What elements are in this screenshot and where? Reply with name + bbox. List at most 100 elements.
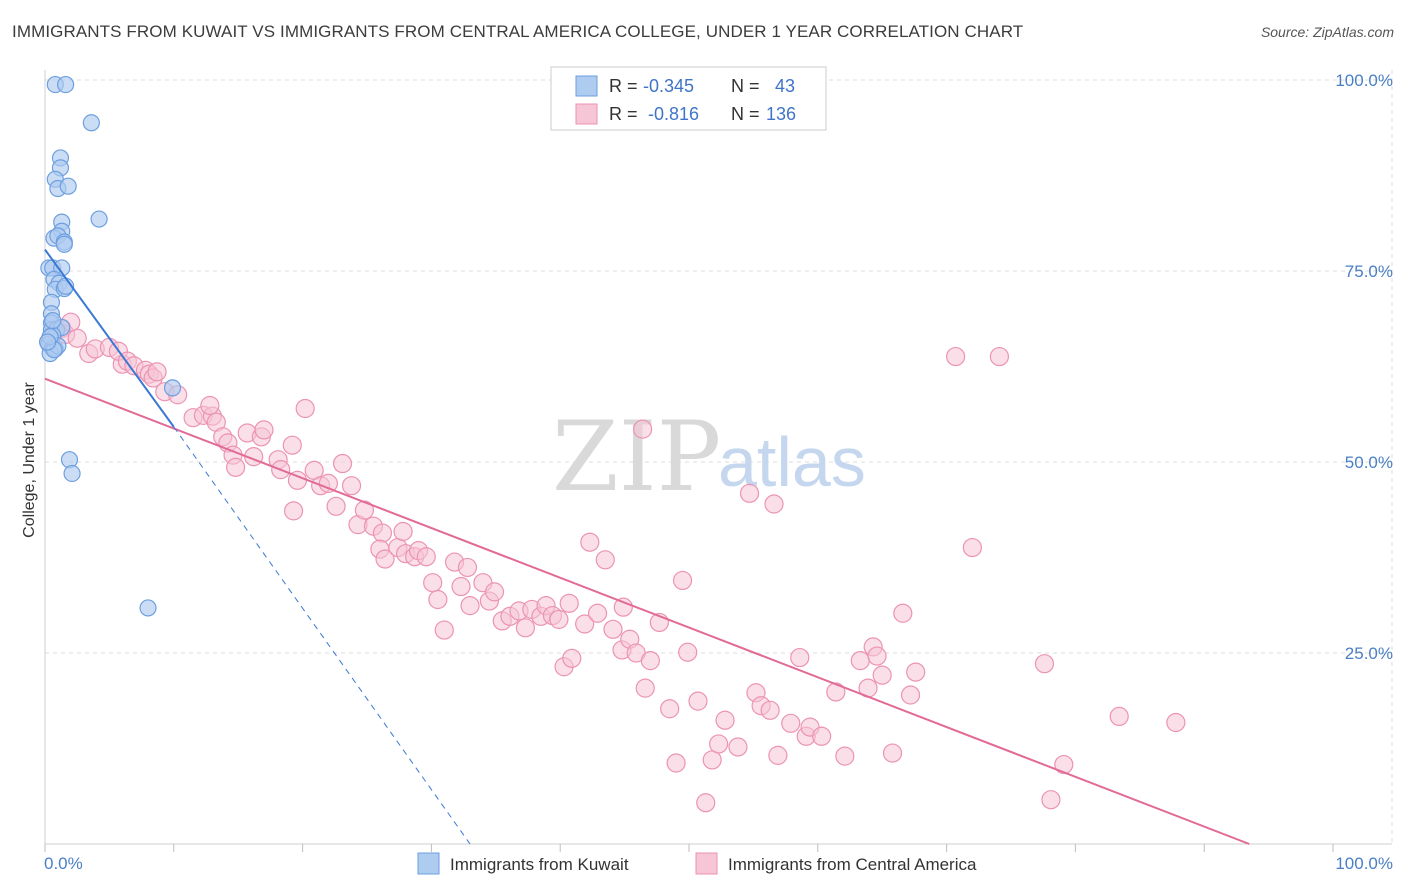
central-america-point: [484, 582, 505, 602]
central-america-point: [332, 453, 353, 474]
central-america-point: [872, 665, 892, 685]
legend-n-value: 136: [766, 104, 796, 124]
central-america-point: [1109, 706, 1129, 727]
kuwait-point: [38, 333, 57, 351]
central-america-point: [728, 737, 748, 757]
central-america-point: [254, 420, 274, 440]
central-america-point: [678, 642, 698, 662]
y-tick-label: 75.0%: [1345, 262, 1393, 281]
central-america-point: [633, 419, 653, 439]
central-america-point: [226, 457, 246, 477]
central-america-point: [341, 476, 362, 496]
central-america-point: [906, 662, 926, 682]
central-america-point: [962, 537, 982, 558]
central-america-point: [416, 547, 436, 567]
central-america-point: [1054, 754, 1074, 775]
central-america-point: [372, 523, 393, 543]
central-america-point: [702, 750, 722, 770]
central-america-point: [760, 700, 780, 720]
kuwait-trendline: [44, 249, 175, 428]
central-america-point: [893, 603, 913, 623]
kuwait-point: [82, 114, 100, 132]
central-america-point: [460, 596, 480, 616]
central-america-point: [393, 521, 413, 542]
central-america-point: [660, 699, 680, 719]
central-america-point: [635, 678, 655, 698]
bottom-legend-swatch-central-america: [695, 852, 718, 875]
legend-r-value: -0.345: [643, 76, 694, 96]
legend-r-label: R =: [609, 76, 638, 96]
kuwait-point: [44, 312, 62, 330]
watermark-zip: ZIP: [552, 401, 721, 513]
axes: [44, 70, 1393, 852]
central-america-point: [549, 609, 569, 629]
central-america-point: [1041, 790, 1061, 810]
central-america-point: [515, 618, 536, 638]
x-tick-label-min: 0.0%: [44, 854, 83, 873]
central-america-point: [672, 570, 693, 591]
central-america-point: [835, 746, 855, 766]
watermark-atlas: atlas: [718, 423, 866, 501]
central-america-point: [666, 753, 686, 773]
legend-n-label: N =: [731, 104, 760, 124]
central-america-point: [882, 743, 903, 763]
central-america-point: [688, 691, 708, 711]
central-america-point: [640, 651, 660, 671]
chart-title: IMMIGRANTS FROM KUWAIT VS IMMIGRANTS FRO…: [12, 22, 1024, 41]
central-america-point: [457, 557, 478, 578]
stats-legend: R = -0.345 N = 43 R = -0.816 N = 136: [550, 66, 827, 131]
y-tick-label: 50.0%: [1345, 453, 1393, 472]
series-legend: Immigrants from Kuwait Immigrants from C…: [417, 852, 977, 875]
central-america-point: [451, 576, 471, 597]
legend-n-label: N =: [731, 76, 760, 96]
central-america-point: [434, 620, 454, 640]
central-america-point: [764, 494, 784, 514]
central-america-points: [40, 312, 1186, 813]
central-america-point: [575, 614, 595, 634]
central-america-point: [709, 734, 729, 754]
central-america-point: [850, 651, 870, 671]
central-america-point: [295, 398, 315, 419]
central-america-point: [595, 550, 615, 570]
legend-n-value: 43: [775, 76, 795, 96]
central-america-point: [282, 435, 302, 455]
y-axis-title: College, Under 1 year: [21, 382, 38, 538]
y-tick-label: 100.0%: [1335, 71, 1393, 90]
central-america-point: [812, 726, 832, 746]
central-america-point: [318, 473, 338, 493]
central-america-point: [147, 362, 167, 382]
central-america-point: [989, 346, 1010, 367]
central-america-point: [715, 710, 735, 730]
grid-lines: [45, 79, 1392, 654]
bottom-legend-swatch-kuwait: [417, 852, 440, 875]
central-america-point: [423, 573, 443, 593]
x-tick-label-max: 100.0%: [1335, 854, 1393, 873]
kuwait-point: [163, 379, 182, 397]
central-america-point: [613, 597, 633, 617]
central-america-point: [428, 589, 448, 610]
central-america-point: [283, 501, 304, 521]
central-america-point: [375, 549, 395, 569]
central-america-point: [559, 593, 579, 613]
central-america-point: [326, 496, 346, 516]
central-america-point: [562, 648, 582, 668]
kuwait-point: [57, 75, 75, 94]
central-america-point: [1166, 712, 1186, 733]
kuwait-points: [38, 75, 182, 617]
central-america-point: [790, 647, 810, 668]
legend-swatch-kuwait: [575, 75, 598, 97]
kuwait-trendline-extension: [173, 426, 471, 845]
central-america-point: [826, 682, 846, 702]
kuwait-point: [139, 599, 157, 617]
central-america-point: [900, 685, 921, 705]
source-label: Source: ZipAtlas.com: [1260, 24, 1394, 40]
central-america-point: [580, 532, 600, 552]
bottom-legend-label-kuwait: Immigrants from Kuwait: [450, 855, 629, 874]
bottom-legend-label-central-america: Immigrants from Central America: [728, 855, 977, 874]
kuwait-point: [55, 235, 73, 253]
central-america-point: [603, 619, 623, 639]
legend-r-value: -0.816: [648, 104, 699, 124]
central-america-point: [781, 713, 801, 733]
central-america-point: [867, 646, 887, 666]
